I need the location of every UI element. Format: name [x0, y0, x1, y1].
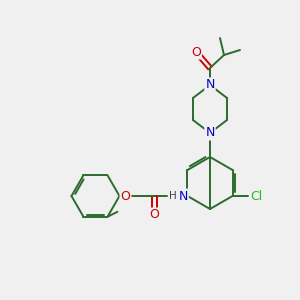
Text: O: O: [149, 208, 159, 221]
Text: N: N: [178, 190, 188, 202]
Text: Cl: Cl: [250, 190, 262, 202]
Text: N: N: [205, 79, 215, 92]
Text: H: H: [169, 191, 176, 201]
Text: O: O: [191, 46, 201, 59]
Text: N: N: [205, 127, 215, 140]
Text: O: O: [121, 190, 130, 202]
